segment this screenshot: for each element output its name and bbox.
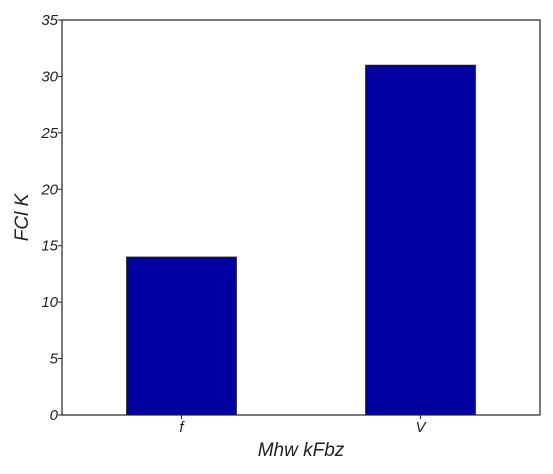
x-tick-label: f [179, 419, 185, 436]
y-tick-label: 15 [41, 238, 58, 255]
y-axis-label: FCl K [12, 192, 33, 241]
y-tick-label: 5 [50, 351, 59, 368]
y-tick-label: 0 [50, 407, 59, 424]
bar-V [365, 64, 476, 416]
bars [126, 64, 476, 416]
x-tick-label: V [415, 419, 427, 436]
y-tick-label: 30 [41, 68, 58, 85]
plot-frame [61, 19, 541, 416]
y-axis-ticks: 0 5 10 15 20 25 30 35 [40, 12, 62, 424]
y-tick-label: 10 [41, 294, 58, 311]
x-axis-label: Mhw kFbz [258, 440, 345, 461]
y-tick-label: 25 [40, 125, 58, 142]
bar-f [126, 256, 237, 416]
y-tick-label: 35 [41, 12, 58, 29]
y-tick-label: 20 [40, 181, 58, 198]
